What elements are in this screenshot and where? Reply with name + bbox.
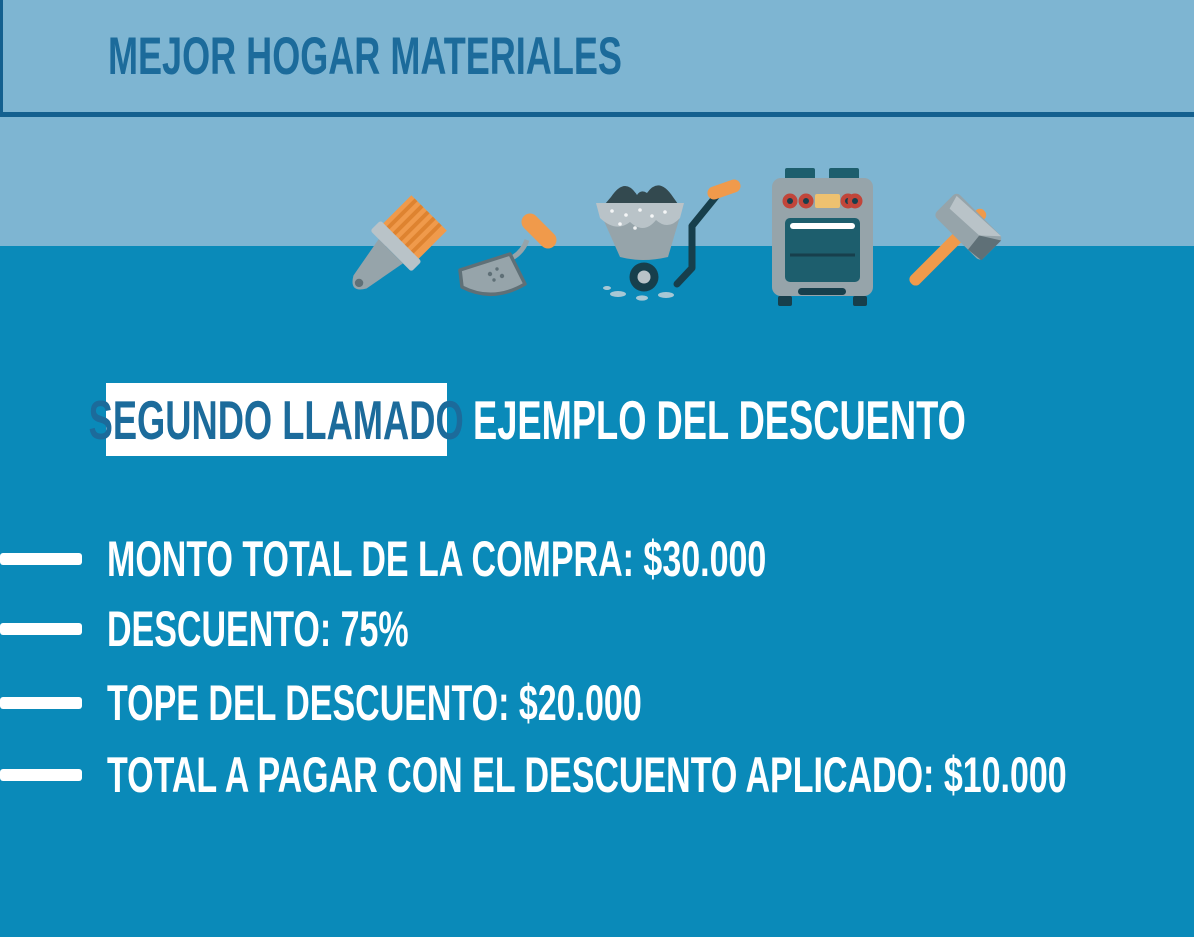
dash-marker (0, 697, 82, 709)
badge-label: SEGUNDO LLAMADO (88, 388, 465, 451)
list-item-text: TOTAL A PAGAR CON EL DESCUENTO APLICADO:… (107, 747, 1067, 803)
list-item-text: DESCUENTO: 75% (107, 601, 409, 657)
section-heading-text: EJEMPLO DEL DESCUENTO (473, 388, 966, 451)
list-item-text: TOPE DEL DESCUENTO: $20.000 (107, 675, 642, 731)
dash-marker (0, 769, 82, 781)
header-band: MEJOR HOGAR MATERIALES (0, 0, 1194, 112)
dash-marker (0, 623, 82, 635)
list-item: TOPE DEL DESCUENTO: $20.000 (0, 675, 893, 731)
page-title-text: MEJOR HOGAR MATERIALES (108, 26, 622, 86)
badge-segundo-llamado: SEGUNDO LLAMADO (89, 383, 464, 456)
dash-marker (0, 553, 82, 565)
wheelbarrow-icon (596, 179, 741, 301)
list-item-text: MONTO TOTAL DE LA COMPRA: $30.000 (107, 531, 767, 587)
list-item: TOTAL A PAGAR CON EL DESCUENTO APLICADO:… (0, 747, 1194, 803)
stove-icon (772, 168, 873, 306)
list-item: DESCUENTO: 75% (0, 601, 551, 657)
header-left-edge (0, 0, 3, 117)
section-heading: EJEMPLO DEL DESCUENTO (473, 383, 1194, 456)
page-title: MEJOR HOGAR MATERIALES (108, 0, 864, 112)
trowel-icon (458, 213, 557, 297)
icon-band (0, 117, 1194, 246)
paintbrush-icon (352, 195, 447, 290)
header-divider-line (0, 112, 1194, 117)
mallet-icon (909, 193, 1002, 286)
list-item: MONTO TOTAL DE LA COMPRA: $30.000 (0, 531, 1077, 587)
